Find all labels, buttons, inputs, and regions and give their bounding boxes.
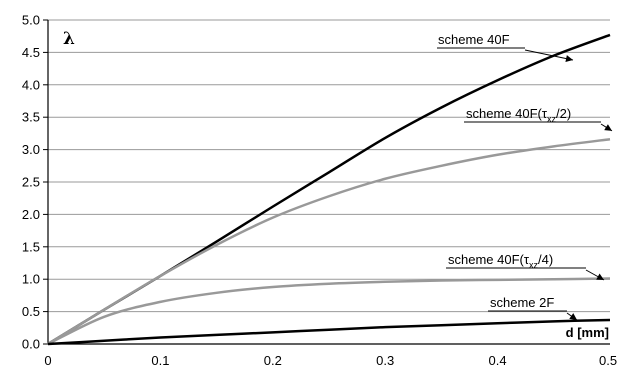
label-arrowhead bbox=[604, 124, 612, 131]
label-scheme-40f-text: scheme 40F bbox=[438, 32, 510, 47]
label-scheme-40f-main: scheme 40F bbox=[438, 32, 510, 47]
label-scheme-40f-quarter-text: scheme 40F(τxz/4) bbox=[448, 252, 553, 270]
label-scheme-40f-half-text: scheme 40F(τxz/2) bbox=[466, 106, 571, 124]
label-scheme-2f-text: scheme 2F bbox=[490, 295, 554, 310]
x-tick-label: 0.3 bbox=[376, 353, 394, 368]
label-scheme-40f-half: scheme 40F(τxz/2) bbox=[464, 106, 613, 132]
label-scheme-40f-half-subscript: xz bbox=[547, 114, 557, 124]
y-tick-labels: 0.0 0.5 1.0 1.5 2.0 2.5 3.0 3.5 4.0 4.5 5.0 bbox=[22, 13, 40, 352]
series-scheme-2f-line bbox=[47, 318, 611, 346]
label-leader bbox=[524, 49, 574, 61]
series-lines bbox=[47, 33, 611, 346]
label-scheme-40f-quarter: scheme 40F(τxz/4) bbox=[446, 252, 605, 281]
y-tick-label: 4.0 bbox=[22, 77, 40, 92]
label-scheme-2f-main: scheme 2F bbox=[490, 295, 554, 310]
y-tick-label: 4.5 bbox=[22, 45, 40, 60]
x-axis-label: d [mm] bbox=[566, 325, 609, 340]
y-tick-label: 0.0 bbox=[22, 337, 40, 352]
label-arrowhead bbox=[565, 55, 573, 62]
label-scheme-40f-quarter-tail: /4) bbox=[538, 252, 553, 267]
label-scheme-2f: scheme 2F bbox=[488, 295, 578, 321]
x-tick-label: 0.2 bbox=[264, 353, 282, 368]
y-tick-label: 5.0 bbox=[22, 13, 40, 28]
label-scheme-40f-quarter-main: scheme 40F(τ bbox=[448, 252, 530, 267]
label-scheme-40f-half-main: scheme 40F(τ bbox=[466, 106, 548, 121]
y-axis-label: λ bbox=[63, 29, 75, 49]
series-scheme-40f-half-line bbox=[47, 137, 611, 346]
x-tick-label: 0.4 bbox=[489, 353, 507, 368]
x-tick-label: 0.5 bbox=[599, 353, 617, 368]
label-scheme-40f-quarter-subscript: xz bbox=[529, 260, 539, 270]
y-tick-label: 0.5 bbox=[22, 304, 40, 319]
y-tick-label: 3.5 bbox=[22, 110, 40, 125]
series-scheme-40f-quarter-line bbox=[47, 277, 611, 346]
x-tick-label: 0.1 bbox=[151, 353, 169, 368]
y-tick-label: 3.0 bbox=[22, 142, 40, 157]
grid-lines bbox=[48, 19, 610, 313]
x-tick-labels: 0 0.1 0.2 0.3 0.4 0.5 bbox=[44, 353, 617, 368]
y-tick-label: 2.5 bbox=[22, 175, 40, 190]
label-arrowhead bbox=[596, 273, 604, 280]
y-tick-label: 2.0 bbox=[22, 207, 40, 222]
x-tick-label: 0 bbox=[44, 353, 51, 368]
label-scheme-40f: scheme 40F bbox=[437, 32, 574, 62]
y-tick-label: 1.5 bbox=[22, 239, 40, 254]
label-arrowhead bbox=[569, 313, 577, 320]
label-scheme-40f-half-tail: /2) bbox=[556, 106, 571, 121]
axes bbox=[43, 19, 610, 345]
y-tick-label: 1.0 bbox=[22, 272, 40, 287]
